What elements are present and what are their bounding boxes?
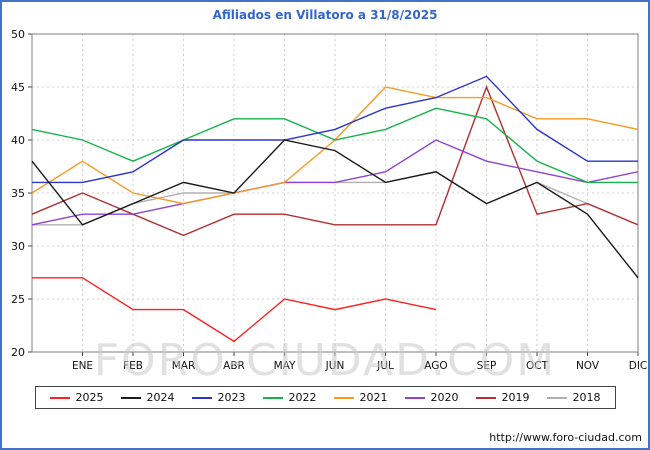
chart-area: 20 25 30 35 40 45 50 ENE FEB MAR ABR MAY JUN JUL AGO SE… bbox=[2, 26, 648, 386]
legend-item-2022: 2022 bbox=[262, 391, 317, 404]
svg-text:FEB: FEB bbox=[123, 360, 143, 372]
svg-text:JUN: JUN bbox=[325, 360, 345, 372]
legend-marker bbox=[191, 396, 212, 399]
legend-label: 2021 bbox=[359, 391, 388, 404]
svg-text:30: 30 bbox=[11, 240, 25, 253]
legend-marker bbox=[475, 396, 496, 399]
legend-label: 2019 bbox=[501, 391, 530, 404]
svg-text:20: 20 bbox=[11, 346, 25, 359]
svg-text:MAR: MAR bbox=[172, 360, 196, 372]
svg-text:35: 35 bbox=[11, 187, 25, 200]
legend-marker bbox=[404, 396, 425, 399]
legend-item-2018: 2018 bbox=[546, 391, 601, 404]
legend-item-2024: 2024 bbox=[120, 391, 175, 404]
legend: 2025 2024 2023 2022 2021 2020 2019 2018 bbox=[34, 386, 616, 409]
svg-text:ENE: ENE bbox=[72, 360, 93, 372]
svg-text:40: 40 bbox=[11, 134, 25, 147]
legend-label: 2022 bbox=[288, 391, 317, 404]
legend-label: 2023 bbox=[217, 391, 246, 404]
svg-text:NOV: NOV bbox=[576, 360, 600, 372]
legend-label: 2020 bbox=[430, 391, 459, 404]
legend-item-2021: 2021 bbox=[333, 391, 388, 404]
svg-text:OCT: OCT bbox=[526, 360, 549, 372]
svg-text:45: 45 bbox=[11, 81, 25, 94]
legend-marker bbox=[333, 396, 354, 399]
footer-url[interactable]: http://www.foro-ciudad.com bbox=[489, 431, 642, 444]
legend-item-2025: 2025 bbox=[49, 391, 104, 404]
legend-marker bbox=[262, 396, 283, 399]
footer: http://www.foro-ciudad.com bbox=[489, 431, 642, 444]
svg-text:AGO: AGO bbox=[424, 360, 447, 372]
legend-item-2019: 2019 bbox=[475, 391, 530, 404]
legend-item-2023: 2023 bbox=[191, 391, 246, 404]
svg-text:ABR: ABR bbox=[223, 360, 245, 372]
legend-label: 2018 bbox=[572, 391, 601, 404]
legend-marker bbox=[546, 396, 567, 399]
legend-item-2020: 2020 bbox=[404, 391, 459, 404]
svg-text:MAY: MAY bbox=[274, 360, 296, 372]
legend-label: 2025 bbox=[75, 391, 104, 404]
svg-text:DIC: DIC bbox=[629, 360, 648, 372]
line-chart: 20 25 30 35 40 45 50 ENE FEB MAR ABR MAY JUN JUL AGO SE… bbox=[11, 28, 648, 372]
svg-text:SEP: SEP bbox=[477, 360, 497, 372]
legend-label: 2024 bbox=[146, 391, 175, 404]
svg-text:50: 50 bbox=[11, 28, 25, 41]
svg-text:25: 25 bbox=[11, 293, 25, 306]
legend-marker bbox=[120, 396, 141, 399]
legend-marker bbox=[49, 396, 70, 399]
chart-title: Afiliados en Villatoro a 31/8/2025 bbox=[212, 8, 438, 22]
svg-text:JUL: JUL bbox=[376, 360, 394, 372]
